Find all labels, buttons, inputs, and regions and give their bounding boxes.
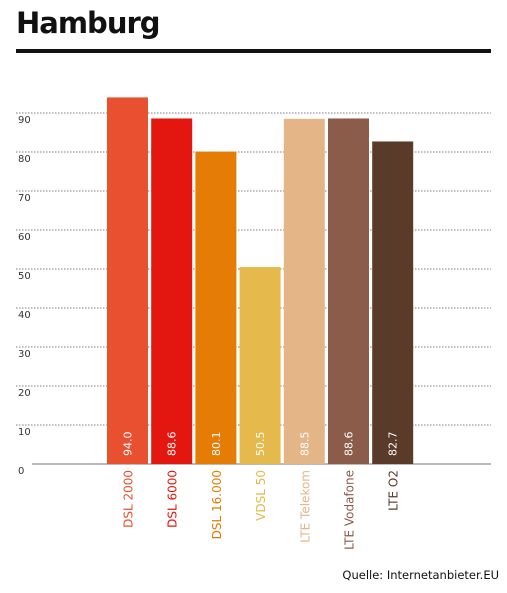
y-tick-label: 50 <box>18 271 31 282</box>
bar-value-label: 82.7 <box>387 432 400 457</box>
bar <box>328 118 369 465</box>
y-tick-label: 0 <box>18 466 24 477</box>
bars: 94.0 88.6 80.1 50.5 88.5 88.6 82.7 <box>107 97 414 465</box>
x-tick-label: LTE Vodafone <box>343 470 357 550</box>
y-tick-label: 30 <box>18 349 31 360</box>
x-tick-label: VDSL 50 <box>254 470 268 521</box>
bar <box>151 118 193 465</box>
x-tick-label: DSL 16.000 <box>210 470 224 539</box>
bar <box>283 118 325 464</box>
bar-value-label: 88.6 <box>343 432 356 457</box>
source-note: Quelle: Internetanbieter.EU <box>342 568 499 582</box>
chart-title: Hamburg <box>16 6 161 40</box>
bar-value-label: 94.0 <box>122 432 135 457</box>
x-tick-label: DSL 6000 <box>166 470 180 528</box>
bar-value-label: 88.5 <box>298 432 311 457</box>
bar <box>372 141 414 464</box>
y-tick-label: 70 <box>18 193 31 204</box>
y-tick-label: 40 <box>18 310 31 321</box>
bar-value-label: 50.5 <box>254 432 267 457</box>
bar-value-label: 80.1 <box>210 432 223 457</box>
title-rule <box>16 49 491 53</box>
bar <box>239 267 281 464</box>
y-tick-label: 10 <box>18 427 31 438</box>
bar <box>195 151 237 465</box>
x-tick-label: LTE Telekom <box>298 470 312 543</box>
bar-value-label: 88.6 <box>166 432 179 457</box>
y-tick-label: 80 <box>18 154 31 165</box>
y-tick-label: 20 <box>18 388 31 399</box>
y-tick-label: 90 <box>18 115 31 126</box>
x-tick-label: DSL 2000 <box>122 470 136 528</box>
y-tick-labels: 0 10 20 30 40 50 60 70 80 90 <box>18 115 31 477</box>
bar <box>107 97 148 465</box>
y-tick-label: 60 <box>18 232 31 243</box>
x-tick-labels: DSL 2000 DSL 6000 DSL 16.000 VDSL 50 LTE Tel… <box>122 470 401 550</box>
x-tick-label: LTE O2 <box>387 470 401 511</box>
